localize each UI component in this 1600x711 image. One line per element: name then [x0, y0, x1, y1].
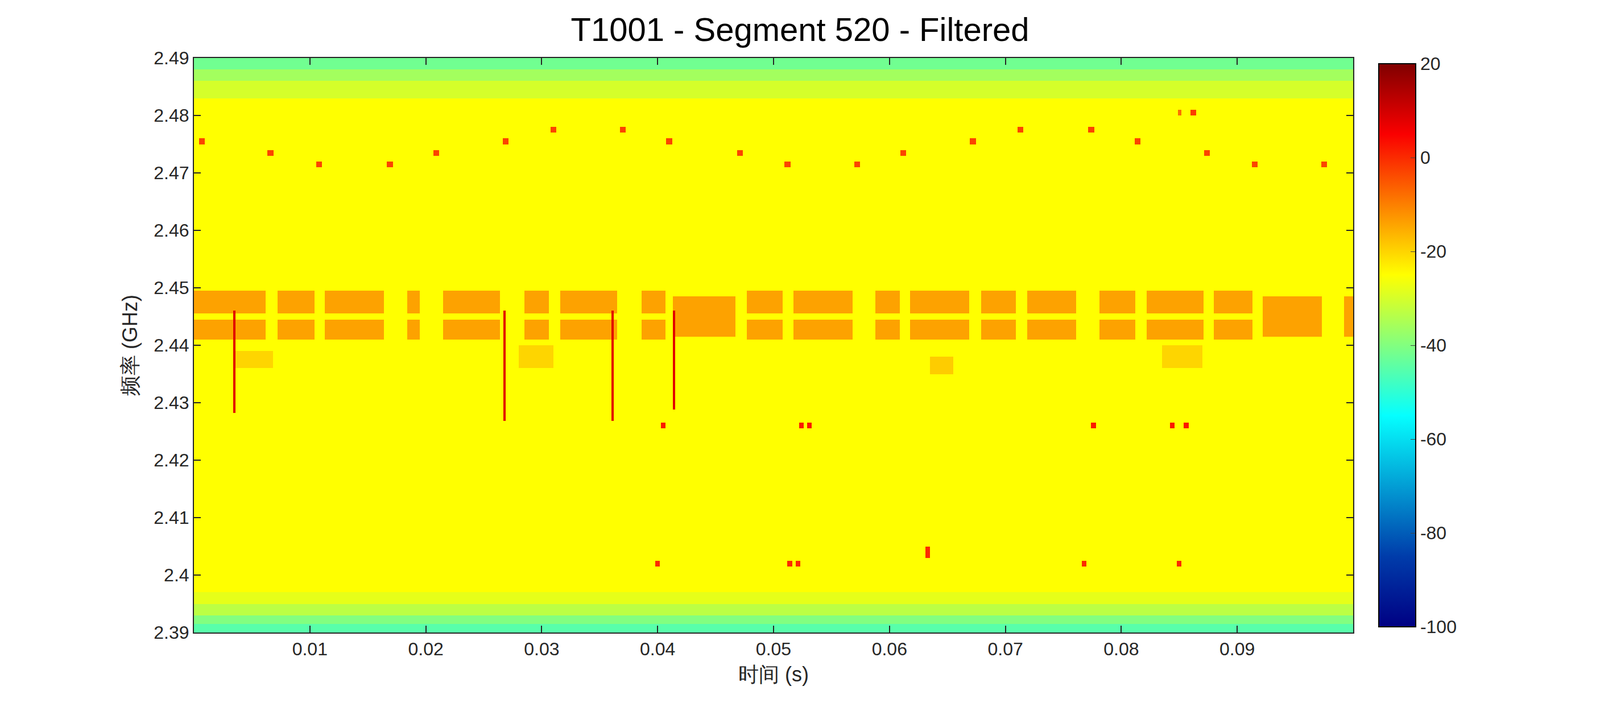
svg-text:时间 (s): 时间 (s) [738, 662, 809, 686]
svg-text:2.46: 2.46 [153, 220, 189, 241]
svg-text:0: 0 [1420, 147, 1431, 168]
svg-text:0.02: 0.02 [407, 638, 444, 660]
svg-text:-60: -60 [1420, 428, 1447, 450]
svg-text:2.41: 2.41 [153, 507, 189, 528]
svg-text:2.4: 2.4 [163, 564, 189, 586]
svg-text:-80: -80 [1420, 522, 1447, 544]
svg-text:2.49: 2.49 [153, 47, 189, 69]
svg-text:0.03: 0.03 [523, 638, 560, 660]
svg-text:T1001 - Segment 520 - Filtered: T1001 - Segment 520 - Filtered [571, 10, 1030, 48]
svg-text:2.45: 2.45 [153, 277, 189, 299]
svg-text:2.48: 2.48 [153, 105, 189, 126]
svg-text:2.39: 2.39 [153, 622, 189, 643]
svg-text:0.05: 0.05 [755, 638, 792, 660]
svg-text:0.07: 0.07 [987, 638, 1023, 660]
svg-text:-100: -100 [1420, 616, 1457, 638]
svg-text:0.06: 0.06 [871, 638, 908, 660]
svg-text:2.47: 2.47 [153, 162, 189, 184]
svg-text:0.01: 0.01 [292, 638, 328, 660]
svg-text:-40: -40 [1420, 335, 1447, 356]
svg-text:0.08: 0.08 [1103, 638, 1139, 660]
svg-text:2.42: 2.42 [153, 449, 189, 471]
svg-text:2.44: 2.44 [153, 335, 189, 356]
svg-text:2.43: 2.43 [153, 392, 189, 413]
svg-text:频率 (GHz): 频率 (GHz) [118, 294, 142, 396]
svg-text:0.04: 0.04 [639, 638, 676, 660]
svg-text:-20: -20 [1420, 241, 1447, 262]
svg-text:20: 20 [1420, 53, 1441, 74]
svg-text:0.09: 0.09 [1219, 638, 1255, 660]
